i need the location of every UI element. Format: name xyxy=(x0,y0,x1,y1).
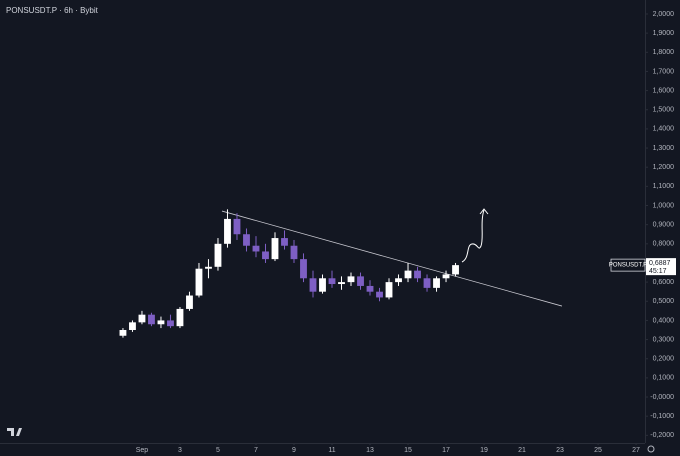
settings-icon[interactable] xyxy=(647,445,655,453)
y-tick-label: -0,0000 xyxy=(650,394,674,401)
candle-body xyxy=(281,238,288,246)
y-tick-label: 1,5000 xyxy=(653,107,675,114)
candle-body xyxy=(309,278,317,292)
x-tick-label: 5 xyxy=(216,447,220,454)
candle-body xyxy=(452,265,459,275)
x-tick-label: 19 xyxy=(480,447,488,454)
candle-body xyxy=(423,278,431,288)
x-tick-label: 21 xyxy=(518,447,526,454)
drawn-arrow xyxy=(461,209,485,263)
countdown-label: 45:17 xyxy=(649,268,667,275)
candle-body xyxy=(300,259,307,279)
candle-body xyxy=(214,243,222,267)
candle-body xyxy=(290,245,298,260)
candle-body xyxy=(167,320,174,327)
y-tick-label: -0,1000 xyxy=(650,413,674,420)
y-tick-label: 0,9000 xyxy=(653,222,675,229)
candle-body xyxy=(262,251,269,260)
candle-body xyxy=(252,245,260,252)
candle-body xyxy=(357,276,364,286)
x-tick-label: 7 xyxy=(254,447,258,454)
y-tick-label: 2,0000 xyxy=(653,11,675,18)
tv-logo xyxy=(7,428,22,436)
y-tick-label: 1,3000 xyxy=(653,145,675,152)
x-tick-label: 15 xyxy=(404,447,412,454)
candle-body xyxy=(176,308,184,327)
candle-body xyxy=(119,329,127,336)
y-tick-label: 0,8000 xyxy=(653,241,675,248)
candle-body xyxy=(319,278,326,292)
candle-body xyxy=(157,320,165,325)
y-tick-label: -0,2000 xyxy=(650,432,674,439)
chart-title: PONSUSDT.P · 6h · Bybit xyxy=(6,6,99,15)
candle-body xyxy=(433,278,440,288)
x-tick-label: 25 xyxy=(594,447,602,454)
candle-body xyxy=(404,270,412,279)
drawn-arrow-head xyxy=(479,208,489,215)
x-tick-label: 13 xyxy=(366,447,374,454)
trendline xyxy=(221,210,563,307)
x-tick-label: 27 xyxy=(632,447,640,454)
y-tick-label: 0,4000 xyxy=(653,317,675,324)
candle-body xyxy=(395,278,402,283)
candle-body xyxy=(148,314,155,325)
x-tick-label: Sep xyxy=(136,447,149,454)
symbol-tag xyxy=(610,258,646,272)
price-tag xyxy=(646,258,676,276)
y-tick-label: 1,7000 xyxy=(653,68,675,75)
candle-body xyxy=(233,218,241,235)
y-tick-label: 0,5000 xyxy=(653,298,675,305)
y-tick-label: 0,3000 xyxy=(653,336,675,343)
y-tick-label: 1,8000 xyxy=(653,49,675,56)
candle-body xyxy=(347,276,355,283)
x-tick-label: 11 xyxy=(328,447,335,454)
candle-body xyxy=(129,322,136,330)
candle-body xyxy=(366,285,374,292)
symbol-tag-label: PONSUSDT.P xyxy=(609,263,647,269)
candle-body xyxy=(138,314,146,323)
candle-body xyxy=(195,268,203,296)
price-tag-label: 0,6887 xyxy=(649,260,671,267)
x-tick-label: 23 xyxy=(556,447,564,454)
candle-body xyxy=(243,234,250,246)
x-tick-label: 3 xyxy=(178,447,182,454)
candle-body xyxy=(224,218,231,244)
candle-body xyxy=(328,278,336,285)
y-tick-label: 1,9000 xyxy=(653,30,675,37)
y-tick-label: 1,0000 xyxy=(653,202,675,209)
x-tick-label: 17 xyxy=(442,447,450,454)
y-tick-label: 0,1000 xyxy=(653,375,675,382)
candle-body xyxy=(338,282,345,285)
y-tick-label: 1,1000 xyxy=(653,183,675,190)
candle-body xyxy=(271,238,279,260)
y-tick-label: 0,6000 xyxy=(653,279,675,286)
candle-body xyxy=(442,274,450,279)
candle-body xyxy=(385,282,393,298)
candle-body xyxy=(186,295,193,309)
candle-body xyxy=(376,291,383,298)
y-tick-label: 1,6000 xyxy=(653,87,675,94)
y-tick-label: 0,2000 xyxy=(653,356,675,363)
x-tick-label: 9 xyxy=(292,447,296,454)
y-tick-label: 1,2000 xyxy=(653,164,675,171)
candle-body xyxy=(205,266,212,269)
y-tick-label: 1,4000 xyxy=(653,126,675,133)
candle-body xyxy=(414,270,421,279)
